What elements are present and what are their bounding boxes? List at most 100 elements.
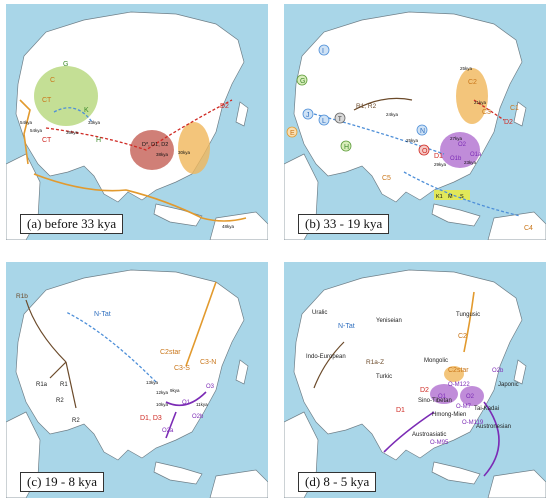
panel-c: R1b R1a R1 R2 R2 N-Tat C2star C3-S C3-N … (6, 262, 268, 498)
australia-land-b (487, 211, 546, 240)
route-c-c2 (185, 281, 217, 367)
label-a-age33: 33kya (88, 120, 101, 125)
route-b-blue (313, 113, 445, 155)
label-c-c3s: C3-S (174, 365, 190, 372)
label-c-age9: 9kya (170, 388, 180, 393)
eurasia-land-c (15, 269, 245, 461)
label-d-japan: Japonic (498, 382, 519, 388)
label-d-sino: Sino-Tibetan (418, 398, 452, 404)
islands-land-c (153, 461, 203, 485)
label-d-om119: O-M119 (462, 420, 484, 426)
range-a-green (34, 66, 98, 126)
label-c-r1a: R1a (36, 382, 48, 388)
label-c-o2a: O2a (162, 428, 174, 434)
label-b-age21: 21kya (474, 100, 487, 105)
range-a-red (130, 130, 174, 170)
label-b-age25a: 25kya (460, 66, 473, 71)
range-d-purple-2 (460, 386, 484, 406)
label-b-d2: D2 (504, 119, 513, 126)
marker-b-n (416, 124, 428, 136)
japan-land-a (235, 101, 249, 127)
panel-b: I G J E L H T N O C2 C3 C5 C4 C1 R1, R2 … (284, 4, 546, 240)
label-c-o2b: O2b (192, 414, 204, 420)
label-d-turkic: Turkic (376, 374, 392, 380)
australia-land-d (487, 469, 546, 498)
label-c-ntat: N-Tat (94, 311, 111, 318)
label-d-tai: Tai-Kadai (474, 406, 499, 412)
label-a-age38: 38kya (156, 152, 169, 157)
marker-b-h (340, 140, 352, 152)
label-d-c2: C2 (458, 333, 467, 340)
range-b-orange (456, 68, 488, 124)
panel-a: G C CT CT K H D2 D*, D1, D2 54kya 54kya … (6, 4, 268, 240)
label-b-c2: C2 (468, 79, 477, 86)
marker-b-g (296, 74, 308, 86)
label-a-ct: CT (42, 97, 52, 104)
label-d-indo: Indo-European (306, 354, 346, 360)
marker-b-e (286, 126, 298, 138)
islands-land-a (153, 203, 203, 227)
label-b-c3: C3 (482, 109, 491, 116)
map-a: G C CT CT K H D2 D*, D1, D2 54kya 54kya … (6, 4, 268, 240)
panel-d: Uralic Yeniseian N-Tat Indo-European R1a… (284, 262, 546, 498)
label-d-r1a: R1a-Z (366, 359, 384, 366)
label-b-o1a: O1a (470, 152, 482, 158)
label-c-age10: 10kya (156, 402, 169, 407)
route-d-austro (383, 411, 435, 453)
label-b-age25b: 25kya (406, 138, 419, 143)
marker-b-i (318, 44, 330, 56)
label-b-o2: O2 (458, 142, 467, 148)
route-b-red (473, 99, 505, 121)
label-b-g: G (300, 78, 305, 85)
label-a-age54b: 54kya (30, 128, 43, 133)
route-a-blue (53, 107, 93, 123)
label-a-k: K (84, 107, 89, 114)
range-a-orange (178, 122, 210, 174)
caption-d: (d) 8 - 5 kya (298, 472, 377, 492)
map-c: R1b R1a R1 R2 R2 N-Tat C2star C3-S C3-N … (6, 262, 268, 498)
route-a-coastal (33, 173, 247, 222)
label-d-om122: O-M122 (448, 382, 470, 388)
label-c-o1: O1 (182, 400, 191, 406)
label-a-ct2: CT (42, 137, 52, 144)
label-a-g: G (63, 61, 68, 68)
label-d-yeniseian: Yeniseian (376, 318, 402, 324)
label-c-r2: R2 (56, 398, 64, 404)
label-d-austro: Austroasiatic (412, 432, 446, 438)
label-c-r1b: R1b (16, 293, 28, 300)
label-b-o: O (422, 148, 428, 155)
label-d-om95: O-M95 (430, 440, 449, 446)
label-d-d2: D2 (420, 387, 429, 394)
label-d-hmong: Hmong-Mien (432, 412, 466, 418)
australia-land-c (209, 469, 268, 498)
label-b-j: J (306, 112, 310, 119)
label-b-age27: 27kya (450, 136, 463, 141)
label-d-mongolic: Mongolic (424, 358, 448, 364)
label-b-t: T (338, 117, 342, 123)
caption-b: (b) 33 - 19 kya (298, 214, 390, 234)
route-c-o (165, 391, 207, 407)
label-b-age23: 23kya (464, 160, 477, 165)
caption-c: (c) 19 - 8 kya (20, 472, 105, 492)
route-c-r2 (65, 361, 77, 409)
japan-land-c (235, 359, 249, 385)
label-c-r1: R1 (60, 382, 68, 388)
route-d-austron (483, 401, 500, 477)
eurasia-land-d (293, 269, 523, 461)
label-b-s: S (460, 194, 464, 200)
label-d-o2: O2 (466, 394, 475, 400)
route-b-blue-se (403, 171, 521, 217)
label-a-d-group: D*, D1, D2 (142, 142, 168, 148)
range-d-purple-1 (430, 384, 458, 404)
label-d-austron: Austronesian (476, 424, 511, 430)
label-b-d1: D1 (434, 153, 443, 160)
label-c-d1d3: D1, D3 (140, 415, 162, 422)
label-c-age13: 13kya (146, 380, 159, 385)
islands-land-b (431, 203, 481, 227)
route-c-r1b (25, 299, 67, 363)
label-a-age30: 30kya (178, 150, 191, 155)
label-d-tungusic: Tungusic (456, 312, 480, 318)
japan-land-d (513, 359, 527, 385)
label-a-age48: 48kya (222, 224, 235, 229)
